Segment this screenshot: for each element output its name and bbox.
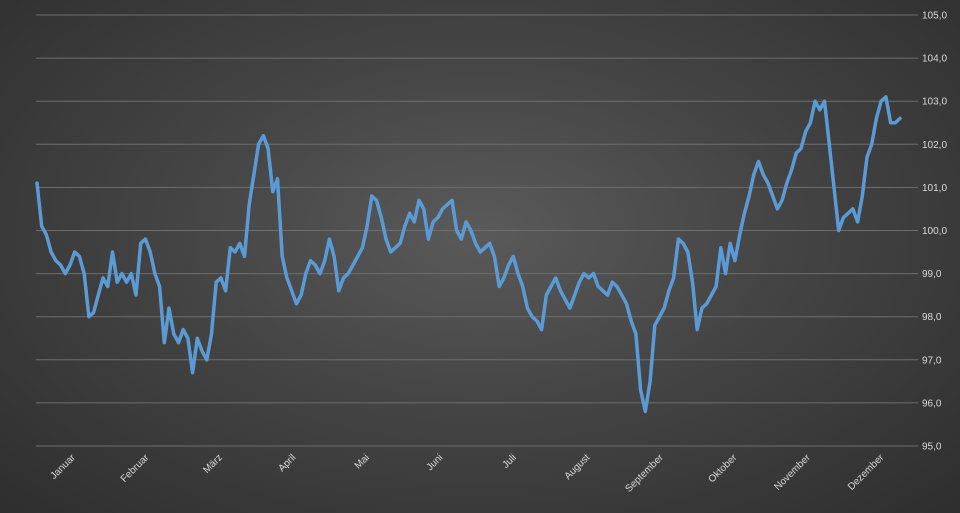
y-tick-label: 102,0: [922, 140, 947, 151]
x-tick-label: Januar: [48, 452, 78, 482]
gridlines: [36, 14, 918, 447]
y-tick-label: 97,0: [922, 355, 942, 366]
y-tick-label: 99,0: [922, 269, 942, 280]
y-axis-ticks: 95,0 96,0 97,0 98,0 99,0 100,0 101,0 102,0 103,0…: [922, 11, 947, 453]
x-tick-label: Juli: [500, 452, 518, 470]
x-axis-ticks: Januar Februar März April Mai Juni Juli August S…: [48, 452, 886, 495]
x-tick-label: August: [563, 452, 593, 482]
series-line: [35, 95, 902, 414]
x-tick-label: Juni: [425, 452, 446, 473]
y-tick-label: 104,0: [922, 54, 947, 65]
y-tick-label: 98,0: [922, 312, 942, 323]
y-tick-label: 100,0: [922, 226, 947, 237]
x-tick-label: Mai: [353, 452, 372, 471]
x-tick-label: März: [201, 452, 225, 476]
y-tick-label: 101,0: [922, 183, 947, 194]
x-tick-label: September: [624, 452, 667, 495]
y-tick-label: 95,0: [922, 442, 942, 453]
x-tick-label: Oktober: [706, 452, 739, 485]
y-tick-label: 103,0: [922, 97, 947, 108]
x-tick-label: Dezember: [846, 452, 887, 493]
y-tick-label: 96,0: [922, 398, 942, 409]
x-tick-label: November: [772, 452, 813, 493]
series-group: [35, 95, 902, 414]
x-tick-label: Februar: [119, 452, 152, 485]
y-tick-label: 105,0: [922, 11, 947, 22]
x-tick-label: April: [276, 452, 298, 474]
